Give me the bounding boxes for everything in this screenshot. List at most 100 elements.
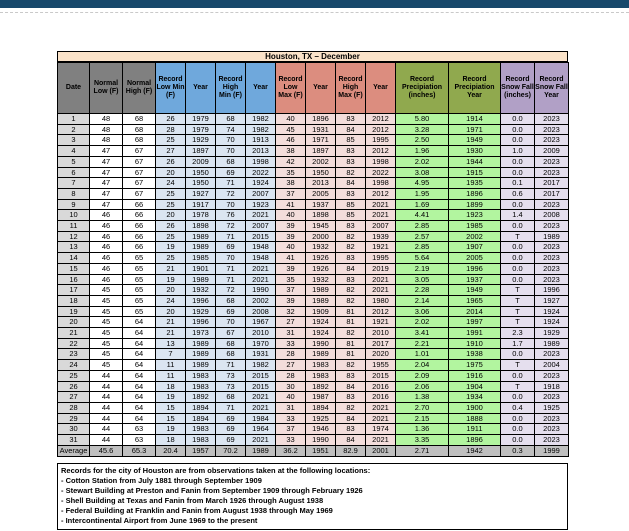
table-cell: 1974 <box>365 423 396 436</box>
table-cell: 1944 <box>448 155 501 168</box>
table-cell: 2015 <box>245 230 276 243</box>
table-cell: 1925 <box>534 401 569 414</box>
table-cell: 3.08 <box>395 166 449 179</box>
average-cell: 1957 <box>185 444 216 457</box>
table-cell: 2.28 <box>395 284 449 296</box>
table-cell: 0.4 <box>500 401 535 414</box>
table-cell: 5.80 <box>395 113 449 125</box>
table-cell: 46 <box>89 262 123 275</box>
table-cell: 0.0 <box>500 220 535 232</box>
table-cell: 69 <box>215 423 246 436</box>
table-cell: 1989 <box>185 241 216 254</box>
table-cell: 46 <box>89 252 123 264</box>
average-row: Average 45.6 65.3 20.4 1957 70.2 1989 36.2 1951 8… <box>57 444 569 457</box>
table-cell: 2023 <box>534 166 569 179</box>
table-cell: 5.64 <box>395 252 449 264</box>
average-cell: 70.2 <box>215 444 246 457</box>
table-cell: 2002 <box>448 230 501 243</box>
table-cell: 19 <box>155 423 186 436</box>
table-row: 23 45 64 7 1989 68 1931 28 1989 81 2020 1.01 1938 0.0… <box>57 348 569 361</box>
table-cell: 40 <box>275 113 306 125</box>
table-cell: 40 <box>275 241 306 254</box>
table-cell: 71 <box>215 359 246 371</box>
table-cell: 2013 <box>245 145 276 157</box>
table-cell: T <box>500 284 535 296</box>
table-cell: 30 <box>57 423 90 436</box>
table-cell: 2021 <box>245 262 276 275</box>
table-cell: 1967 <box>245 316 276 329</box>
table-cell: 37 <box>275 423 306 436</box>
table-cell: 85 <box>335 209 366 222</box>
table-cell: 71 <box>215 273 246 286</box>
table-cell: 21 <box>155 316 186 329</box>
table-cell: 1950 <box>185 177 216 189</box>
table-cell: 30 <box>275 380 306 393</box>
table-cell: 20 <box>155 305 186 318</box>
table-cell: 73 <box>215 369 246 382</box>
table-cell: 1910 <box>448 337 501 350</box>
table-cell: 1915 <box>448 166 501 179</box>
header-row: Date Normal Low (F) Normal High (F) Record … <box>57 62 569 114</box>
table-cell: 2010 <box>365 327 396 339</box>
table-cell: 25 <box>155 187 186 200</box>
table-cell: 1.0 <box>500 145 535 157</box>
table-cell: 68 <box>122 123 156 136</box>
column-header: Year <box>365 62 396 114</box>
table-cell: 71 <box>215 262 246 275</box>
table-cell: 1921 <box>365 241 396 254</box>
table-cell: 2019 <box>365 262 396 275</box>
table-cell: 1932 <box>185 284 216 296</box>
table-cell: 2021 <box>365 198 396 211</box>
table-cell: 2021 <box>365 273 396 286</box>
column-header: Year <box>245 62 276 114</box>
table-cell: 19 <box>57 305 90 318</box>
table-cell: 2008 <box>245 305 276 318</box>
table-cell: 2.15 <box>395 412 449 425</box>
table-cell: 0.0 <box>500 252 535 264</box>
table-cell: 1907 <box>448 241 501 254</box>
table-row: 26 44 64 18 1983 73 2015 30 1892 84 2016 2.06 1904 T 1… <box>57 380 569 393</box>
table-cell: 14 <box>57 252 90 264</box>
table-cell: 47 <box>89 198 123 211</box>
table-cell: 1934 <box>448 391 501 403</box>
table-cell: 1996 <box>534 284 569 296</box>
note-line: - Intercontinental Airport from June 196… <box>61 516 258 525</box>
table-header: Date Normal Low (F) Normal High (F) Record … <box>57 62 569 114</box>
table-cell: 20 <box>155 284 186 296</box>
table-cell: 1923 <box>245 198 276 211</box>
note-line: Records for the city of Houston are from… <box>61 466 371 475</box>
table-cell: 82 <box>335 401 366 414</box>
table-cell: 2017 <box>534 187 569 200</box>
table-cell: 82 <box>335 241 366 254</box>
table-cell: 2009 <box>534 145 569 157</box>
table-cell: 1965 <box>448 294 501 307</box>
table-cell: 2010 <box>245 327 276 339</box>
table-cell: 11 <box>57 220 90 232</box>
note-line: - Federal Building at Franklin and Fanin… <box>61 506 333 515</box>
table-cell: 44 <box>89 412 123 425</box>
table-cell: 1937 <box>305 198 336 211</box>
table-cell: 1979 <box>185 113 216 125</box>
table-cell: 16 <box>57 273 90 286</box>
table-cell: 2.85 <box>395 241 449 254</box>
table-cell: 65 <box>122 294 156 307</box>
column-header: Record Low Min (F) <box>155 62 186 114</box>
table-cell: 1955 <box>365 359 396 371</box>
table-cell: 2023 <box>534 262 569 275</box>
table-cell: 84 <box>335 123 366 136</box>
table-cell: 13 <box>155 337 186 350</box>
table-cell: 1.69 <box>395 198 449 211</box>
table-cell: 81 <box>335 305 366 318</box>
table-cell: 0.1 <box>500 177 535 189</box>
table-cell: 2 <box>57 123 90 136</box>
table-row: 27 44 64 19 1892 68 2021 40 1987 83 2016 1.38 1934 0.… <box>57 391 569 403</box>
table-cell: 71 <box>215 230 246 243</box>
table-cell: 2020 <box>365 348 396 361</box>
table-cell: 84 <box>335 380 366 393</box>
table-cell: 10 <box>57 209 90 222</box>
table-cell: 2023 <box>534 155 569 168</box>
table-cell: 1935 <box>448 177 501 189</box>
table-cell: 69 <box>215 305 246 318</box>
table-cell: 2023 <box>534 252 569 264</box>
table-cell: 81 <box>335 316 366 329</box>
